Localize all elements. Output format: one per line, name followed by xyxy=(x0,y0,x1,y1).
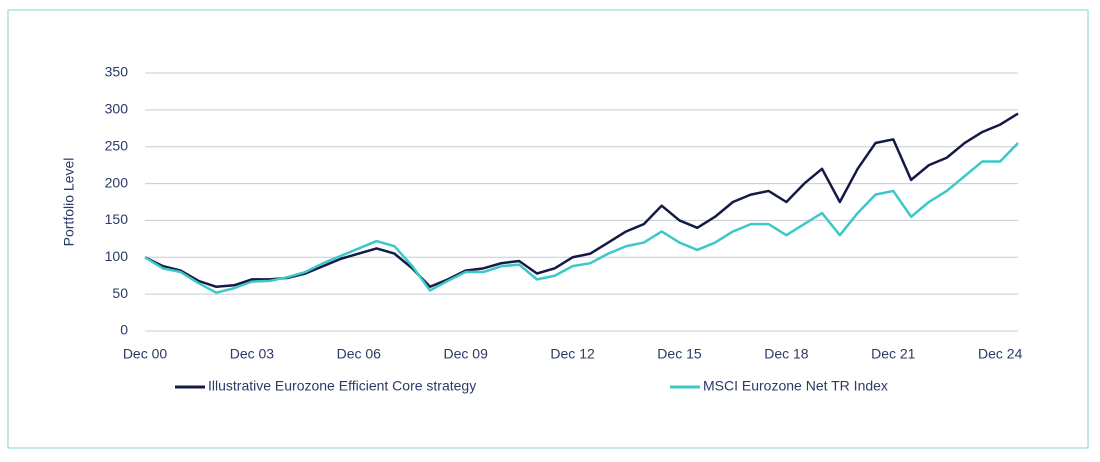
frame xyxy=(7,9,1089,449)
y-tick-label: 200 xyxy=(105,174,129,190)
legend-label: Illustrative Eurozone Efficient Core str… xyxy=(208,378,476,394)
y-axis-label: Portfolio Level xyxy=(61,158,77,247)
y-tick-label: 350 xyxy=(105,64,129,80)
y-tick-label: 0 xyxy=(120,322,128,338)
y-tick-label: 100 xyxy=(105,248,129,264)
x-tick-label: Dec 00 xyxy=(123,346,168,362)
x-tick-label: Dec 24 xyxy=(978,346,1023,362)
y-tick-label: 150 xyxy=(105,211,129,227)
y-tick-label: 50 xyxy=(112,285,128,301)
series-line xyxy=(144,112,1019,289)
x-tick-label: Dec 15 xyxy=(657,346,702,362)
x-tick-label: Dec 09 xyxy=(444,346,489,362)
y-tick-label: 300 xyxy=(105,101,129,117)
x-tick-label: Dec 21 xyxy=(871,346,916,362)
x-tick-label: Dec 03 xyxy=(230,346,275,362)
y-tick-label: 250 xyxy=(105,137,129,153)
series-line xyxy=(144,142,1019,294)
x-tick-label: Dec 12 xyxy=(550,346,595,362)
x-tick-label: Dec 18 xyxy=(764,346,809,362)
legend-label: MSCI Eurozone Net TR Index xyxy=(703,378,888,394)
x-tick-label: Dec 06 xyxy=(337,346,382,362)
